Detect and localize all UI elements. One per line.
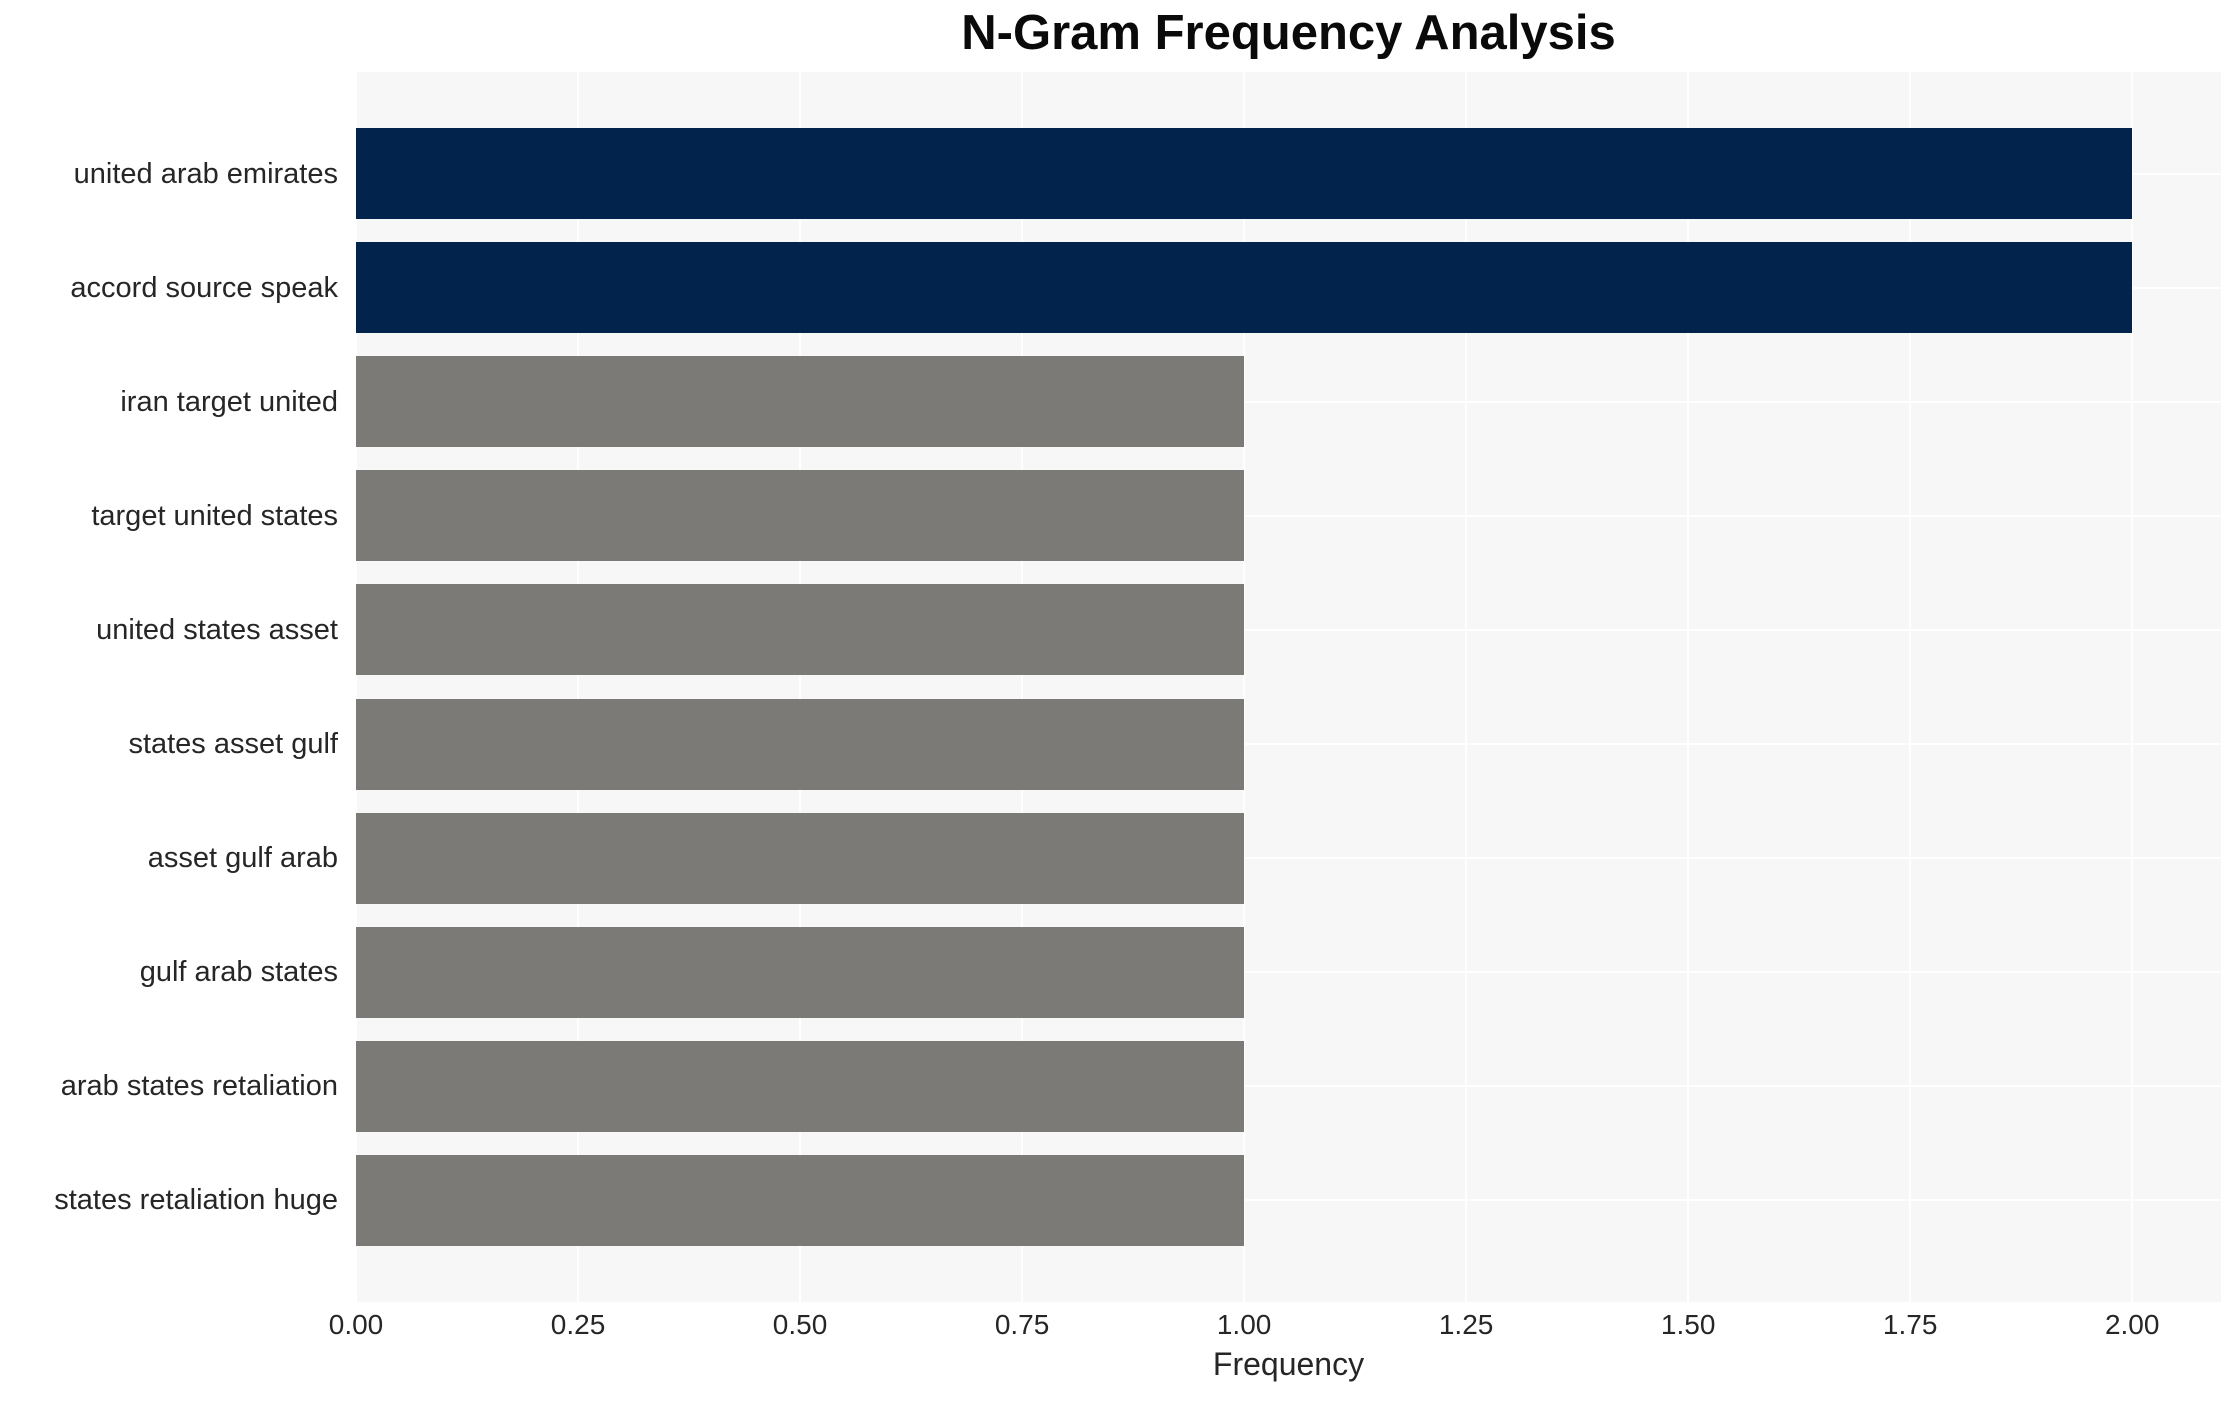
- x-axis-tick: 0.25: [550, 1309, 606, 1340]
- bar-iran-target-united: [356, 356, 1245, 448]
- y-axis-label: gulf arab states: [139, 956, 338, 989]
- bar-accord-source-speak: [356, 242, 2133, 334]
- bar-arab-states-retaliation: [356, 1040, 1245, 1132]
- y-axis-label: target united states: [91, 499, 338, 532]
- x-axis-tick: 0.75: [994, 1309, 1050, 1340]
- y-gridline: [356, 971, 2221, 974]
- bar-asset-gulf-arab: [356, 812, 1245, 904]
- x-axis-tick: 1.50: [1660, 1309, 1716, 1340]
- y-gridline: [356, 514, 2221, 517]
- bar-target-united-states: [356, 470, 1245, 562]
- x-axis-tick: 1.00: [1216, 1309, 1272, 1340]
- x-gridline: [1687, 72, 1690, 1302]
- x-axis-tick: 1.25: [1438, 1309, 1494, 1340]
- y-gridline: [356, 628, 2221, 631]
- y-axis-label: united states asset: [96, 613, 338, 646]
- y-axis-label: states asset gulf: [128, 728, 338, 760]
- y-gridline: [356, 857, 2221, 860]
- y-axis-label: arab states retaliation: [60, 1070, 338, 1103]
- bar-gulf-arab-states: [356, 926, 1245, 1018]
- bar-united-arab-emirates: [356, 128, 2133, 219]
- y-axis-label: iran target united: [120, 385, 338, 418]
- y-axis-label: accord source speak: [70, 271, 338, 304]
- x-gridline: [577, 72, 580, 1302]
- y-axis-label: asset gulf arab: [147, 842, 338, 875]
- x-axis-tick: 0.50: [772, 1309, 828, 1340]
- x-gridline: [799, 72, 802, 1302]
- bar-united-states-asset: [356, 584, 1245, 676]
- plot-area: [355, 72, 2221, 1302]
- x-gridline: [1021, 72, 1024, 1302]
- x-gridline: [1243, 72, 1246, 1302]
- chart-title: N-Gram Frequency Analysis: [961, 6, 1616, 60]
- x-gridline: [355, 72, 357, 1302]
- bar-states-retaliation-huge: [356, 1154, 1245, 1246]
- y-gridline: [356, 400, 2221, 403]
- bar-states-asset-gulf: [356, 698, 1245, 790]
- y-axis-label: united arab emirates: [73, 157, 338, 190]
- y-gridline: [356, 1199, 2221, 1202]
- x-axis-tick: 1.75: [1882, 1309, 1938, 1340]
- y-gridline: [356, 1085, 2221, 1088]
- x-axis-tick: 0.00: [328, 1309, 384, 1340]
- x-gridline: [2131, 72, 2134, 1302]
- x-axis-tick: 2.00: [2104, 1309, 2160, 1340]
- x-gridline: [1465, 72, 1468, 1302]
- y-axis-label: states retaliation huge: [54, 1184, 338, 1217]
- x-axis-title: Frequency: [1212, 1346, 1365, 1382]
- x-gridline: [1909, 72, 1912, 1302]
- y-gridline: [356, 743, 2221, 745]
